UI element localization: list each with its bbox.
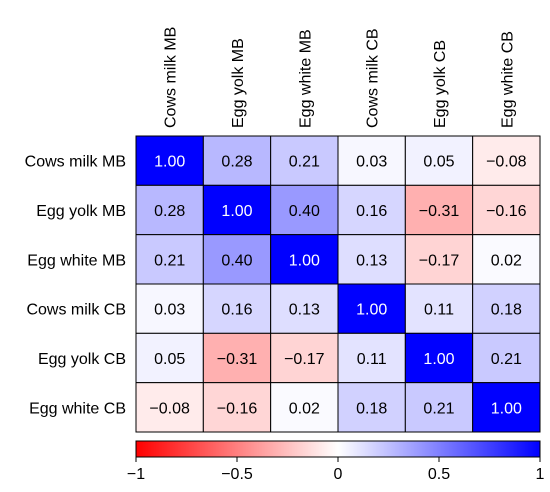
cell-value-label: 1.00 <box>154 154 185 171</box>
heatmap-cell <box>135 332 204 384</box>
cell-value-label: −0.08 <box>149 400 190 417</box>
cell-value-label: 0.02 <box>289 400 320 417</box>
cell-value-label: 1.00 <box>423 351 454 368</box>
heatmap-cell <box>472 382 541 433</box>
cell-value-label: −0.17 <box>419 252 460 269</box>
heatmap-cell <box>337 234 406 285</box>
heatmap-cell <box>135 135 204 186</box>
row-label: Egg white MB <box>27 252 126 269</box>
heatmap-cell <box>337 184 406 236</box>
cell-value-label: −0.31 <box>217 351 258 368</box>
heatmap-cell <box>337 332 406 384</box>
heatmap-cell <box>270 135 339 186</box>
heatmap-cell <box>472 234 541 285</box>
cell-value-label: 0.16 <box>356 203 387 220</box>
cell-value-label: 0.21 <box>491 351 522 368</box>
cell-value-label: 0.40 <box>221 252 252 269</box>
cell-value-label: 0.03 <box>356 154 387 171</box>
heatmap-cell <box>404 382 474 433</box>
cell-value-label: 0.21 <box>423 400 454 417</box>
heatmap-cell <box>202 184 272 236</box>
cell-value-label: 0.16 <box>221 302 252 319</box>
heatmap-cells: 1.00 0.28 0.21 0.03 0.05 −0.08 0.28 1.00 0.40 0.1… <box>135 135 541 433</box>
cell-value-label: 0.03 <box>154 302 185 319</box>
heatmap-cell <box>270 332 339 384</box>
heatmap-cell <box>202 234 272 285</box>
cell-value-label: 0.02 <box>491 252 522 269</box>
cell-value-label: 0.05 <box>423 154 454 171</box>
column-label: Egg yolk MB <box>230 38 247 128</box>
heatmap-cell <box>135 283 204 334</box>
column-label: Egg white CB <box>499 31 516 128</box>
cell-value-label: 0.11 <box>424 302 454 319</box>
heatmap-cell <box>202 135 272 186</box>
colorbar: −1 −0.5 0 0.5 1 <box>127 440 545 483</box>
row-label: Egg yolk MB <box>36 203 126 220</box>
heatmap-cell <box>472 332 541 384</box>
cell-value-label: 0.21 <box>289 154 320 171</box>
cell-value-label: 0.18 <box>356 400 387 417</box>
cell-value-label: 0.40 <box>289 203 320 220</box>
heatmap-cell <box>472 283 541 334</box>
column-labels: Cows milk MB Egg yolk MB Egg white MB Cows … <box>163 27 517 128</box>
heatmap-cell <box>404 283 474 334</box>
row-label: Cows milk MB <box>25 154 126 171</box>
cell-value-label: 0.18 <box>491 302 522 319</box>
column-label: Cows milk MB <box>163 27 180 128</box>
cell-value-label: 0.28 <box>154 203 185 220</box>
cell-value-label: −0.31 <box>419 203 460 220</box>
heatmap-cell <box>472 135 541 186</box>
colorbar-tick-label: 0.5 <box>428 466 450 483</box>
colorbar-gradient <box>135 440 541 458</box>
cell-value-label: −0.08 <box>486 154 527 171</box>
cell-value-label: 0.21 <box>154 252 185 269</box>
cell-value-label: −0.16 <box>486 203 527 220</box>
column-label: Cows milk CB <box>365 28 382 128</box>
heatmap-cell <box>337 382 406 433</box>
column-label: Egg yolk CB <box>432 40 449 128</box>
cell-value-label: 0.13 <box>356 252 387 269</box>
colorbar-tick-label: 1 <box>536 466 545 483</box>
row-label: Egg yolk CB <box>38 351 126 368</box>
heatmap-cell <box>202 283 272 334</box>
heatmap-cell <box>337 283 406 334</box>
cell-value-label: 1.00 <box>356 302 387 319</box>
colorbar-tick-label: −1 <box>127 466 145 483</box>
row-labels: Cows milk MB Egg yolk MB Egg white MB Cows … <box>25 154 126 418</box>
cell-value-label: 0.05 <box>154 351 185 368</box>
cell-value-label: 0.13 <box>289 302 320 319</box>
column-label: Egg white MB <box>297 29 314 128</box>
cell-value-label: 0.11 <box>357 351 387 368</box>
cell-value-label: −0.16 <box>217 400 258 417</box>
cell-value-label: 1.00 <box>221 203 252 220</box>
heatmap-cell <box>404 234 474 285</box>
cell-value-label: 1.00 <box>491 400 522 417</box>
heatmap-cell <box>135 382 204 433</box>
row-label: Egg white CB <box>29 400 126 417</box>
cell-value-label: 1.00 <box>289 252 320 269</box>
row-label: Cows milk CB <box>26 302 126 319</box>
colorbar-tick-label: 0 <box>334 466 343 483</box>
colorbar-tick-label: −0.5 <box>221 466 253 483</box>
heatmap-cell <box>270 283 339 334</box>
heatmap-cell <box>472 184 541 236</box>
cell-value-label: −0.17 <box>284 351 325 368</box>
heatmap-cell <box>404 332 474 384</box>
cell-value-label: 0.28 <box>221 154 252 171</box>
